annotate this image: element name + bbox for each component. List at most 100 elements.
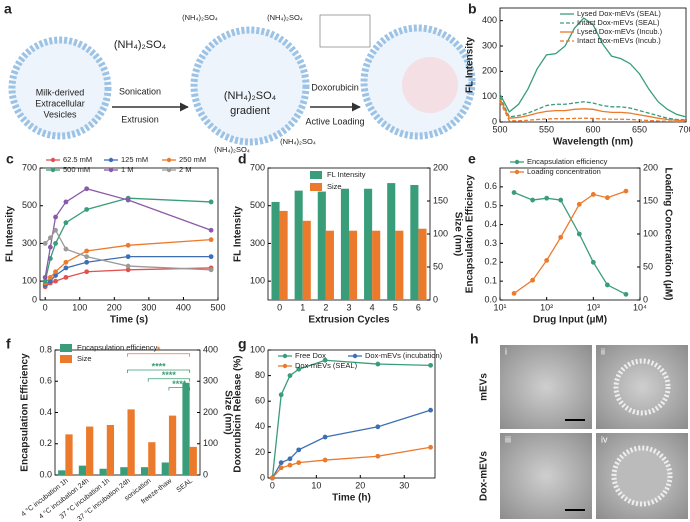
- y-axis-label: FL Intensity: [5, 206, 16, 262]
- marker: [558, 197, 564, 203]
- bar: [418, 228, 427, 300]
- y-tick-label: 300: [482, 40, 497, 50]
- marker: [53, 278, 58, 284]
- y-tick-label: 700: [250, 162, 265, 172]
- legend-swatch: [310, 171, 322, 179]
- x-tick-label: 0: [43, 302, 48, 312]
- bar: [294, 190, 303, 300]
- chart: d 100 300 500 700 0 50 100 150 200 0 1 2 3 4 5 6 Extrusio…: [233, 151, 464, 326]
- bar: [99, 468, 107, 475]
- significance-label: ****: [152, 361, 167, 371]
- marker: [428, 407, 434, 413]
- marker: [208, 199, 214, 205]
- legend-label: Encapsulation efficiency: [77, 343, 158, 352]
- marker: [576, 231, 582, 237]
- marker: [53, 241, 58, 246]
- x-tick-label: 200: [107, 302, 122, 312]
- y2-tick-label: 200: [203, 407, 218, 417]
- panel-letter: b: [468, 1, 477, 17]
- marker: [375, 453, 381, 459]
- legend-label: Lysed Dox-mEVs (SEAL): [577, 9, 661, 18]
- x-tick-label: 600: [585, 124, 600, 134]
- chart: c 0 100 300 500 700 0 100 200 300 400 500 Time (s) FL…: [5, 151, 226, 326]
- x-tick-label: 10⁴: [633, 302, 647, 312]
- x-tick-label: 300: [141, 302, 156, 312]
- plot-frame: [499, 167, 641, 301]
- schematic-label: (NH₄)₂SO₄: [280, 137, 316, 146]
- legend-label: Size: [77, 354, 92, 363]
- marker: [84, 254, 90, 260]
- y-tick-label: 0.1: [484, 276, 497, 286]
- significance-label: ****: [162, 370, 177, 380]
- legend-label: Intact Dox-mEVs (Incub.): [577, 36, 661, 45]
- marker: [42, 274, 48, 280]
- series-line: [499, 98, 687, 122]
- y2-tick-label: 200: [643, 162, 658, 172]
- inset-label: iv: [601, 434, 608, 444]
- schematic-label: Extracellular: [35, 98, 85, 108]
- x-tick-label: 100: [72, 302, 87, 312]
- bar: [325, 230, 334, 300]
- inset-label: i: [505, 346, 507, 356]
- marker: [125, 267, 131, 273]
- marker: [530, 197, 536, 203]
- bar: [58, 470, 66, 475]
- y2-tick-label: 100: [433, 228, 448, 238]
- x-axis-label: Drug Input (µM): [533, 315, 607, 326]
- marker: [47, 278, 53, 284]
- legend-marker: [108, 167, 114, 173]
- y2-tick-label: 100: [203, 438, 218, 448]
- y2-tick-label: 400: [203, 344, 218, 354]
- legend-label: Free Dox: [295, 351, 326, 360]
- y-tick-label: 60: [255, 396, 265, 406]
- legend-marker: [108, 157, 114, 163]
- series-line: [499, 17, 687, 118]
- x-tick-label: 10¹: [493, 302, 506, 312]
- marker: [322, 457, 328, 463]
- significance-bracket: [127, 369, 191, 373]
- x-axis-label: Time (h): [332, 493, 371, 504]
- schematic-label: (NH₄)₂SO₄: [224, 90, 277, 102]
- y2-axis-label: Size (nm): [222, 390, 233, 434]
- marker: [125, 197, 131, 203]
- x-tick-label: 400: [176, 302, 191, 312]
- x-tick-label: 20: [355, 480, 365, 490]
- legend-label: 62.5 mM: [63, 155, 92, 164]
- x-tick-label: 5: [393, 302, 398, 312]
- y-tick-label: 500: [250, 200, 265, 210]
- y-tick-label: 0.4: [39, 407, 52, 417]
- bar: [106, 425, 115, 475]
- bar: [127, 409, 135, 475]
- schematic-label: Active Loading: [305, 116, 364, 126]
- x-axis-label: Extrusion Cycles: [308, 315, 390, 326]
- x-tick-label: 4: [370, 302, 375, 312]
- marker: [604, 195, 610, 201]
- legend-marker: [50, 167, 56, 173]
- vesicle: [8, 36, 112, 140]
- significance-bracket: [147, 378, 191, 382]
- x-tick-label: 1: [300, 302, 305, 312]
- y-tick-label: 0.0: [39, 469, 52, 479]
- marker: [590, 192, 596, 197]
- y-tick-label: 0.6: [39, 376, 52, 386]
- marker: [47, 274, 53, 280]
- significance-bracket: [127, 353, 191, 357]
- bar: [271, 201, 280, 300]
- marker: [544, 195, 550, 201]
- marker: [208, 237, 214, 243]
- y2-tick-label: 300: [203, 376, 218, 386]
- schematic-label: (NH₄)₂SO₄: [114, 39, 167, 51]
- legend-marker: [282, 353, 288, 359]
- marker: [287, 373, 293, 378]
- chart: b 0 100 200 300 400 500 550 600 650 700 Wavelength …: [465, 1, 690, 148]
- y-axis-label: FL Intensity: [465, 37, 476, 93]
- y2-tick-label: 200: [433, 162, 448, 172]
- marker: [576, 201, 582, 207]
- panel-letter: d: [238, 151, 247, 167]
- y-tick-label: 0.6: [484, 181, 497, 191]
- marker: [296, 366, 302, 372]
- legend-label: Loading concentration: [527, 167, 601, 176]
- marker: [287, 456, 293, 462]
